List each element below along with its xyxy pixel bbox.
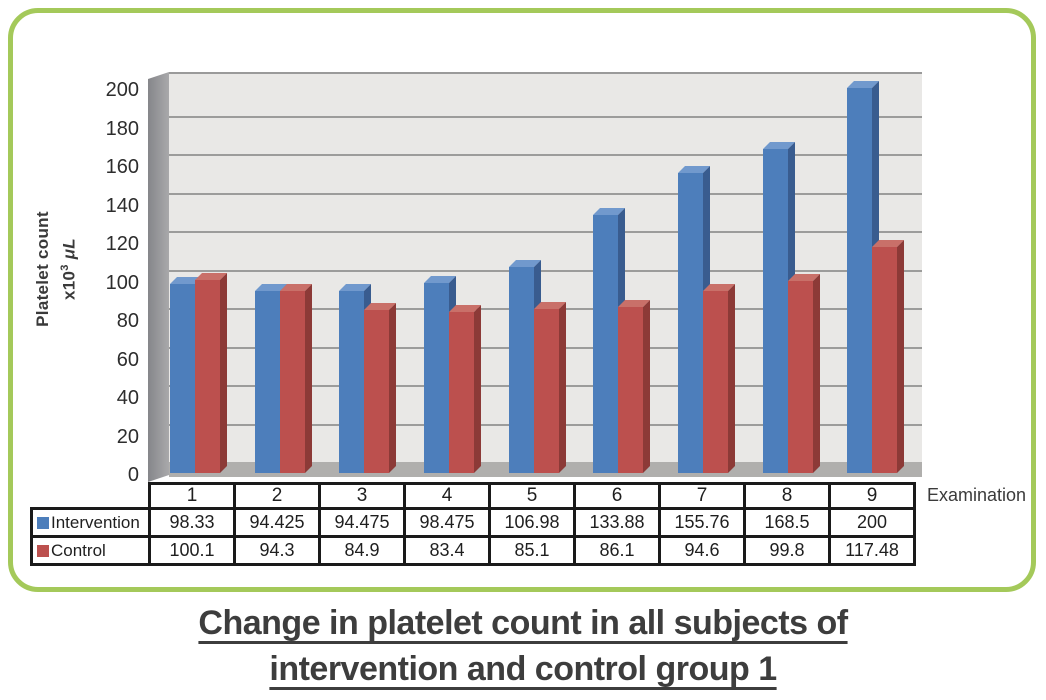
data-table: 1 2 3 4 5 6 7 8 9 Intervention 98.33 94.425 94.475 98… xyxy=(30,482,916,566)
value-cell: 94.6 xyxy=(658,535,746,566)
bar-intervention-2 xyxy=(254,284,287,473)
category-cell: 1 xyxy=(148,482,236,510)
value-cell: 94.475 xyxy=(318,507,406,538)
bar-side-face xyxy=(558,302,566,473)
bar-intervention-8 xyxy=(762,142,795,473)
caption-line-1: Change in platelet count in all subjects… xyxy=(198,604,848,642)
value-cell: 200 xyxy=(828,507,916,538)
category-cell: 8 xyxy=(743,482,831,510)
y-tick-label: 80 xyxy=(116,310,139,332)
y-tick-label: 160 xyxy=(105,156,139,178)
bar-control-6 xyxy=(618,300,651,473)
value-cell: 155.76 xyxy=(658,507,746,538)
value-cell: 133.88 xyxy=(573,507,661,538)
series-row-intervention: Intervention 98.33 94.425 94.475 98.475 106.9… xyxy=(30,507,916,538)
category-cell: 4 xyxy=(403,482,491,510)
category-cell: 9 xyxy=(828,482,916,510)
category-cell: 5 xyxy=(488,482,576,510)
bar-control-4 xyxy=(449,305,481,473)
y-tick-label: 20 xyxy=(116,425,139,448)
y-tick-label: 180 xyxy=(105,117,139,140)
bar-intervention-1 xyxy=(170,277,202,473)
bar-intervention-6 xyxy=(593,208,626,473)
bar-control-5 xyxy=(533,302,566,473)
gridline xyxy=(169,192,922,195)
gridline xyxy=(169,115,922,118)
bar-side-face xyxy=(220,273,227,473)
plot-area xyxy=(169,72,922,477)
value-cell: 117.48 xyxy=(828,535,916,566)
bars-layer xyxy=(169,74,922,477)
figure-caption: Change in platelet count in all subjects… xyxy=(0,600,1046,692)
chart-wall-3d xyxy=(148,72,169,482)
y-tick-label: 200 xyxy=(105,79,139,101)
value-cell: 86.1 xyxy=(573,535,661,566)
value-cell: 84.9 xyxy=(318,535,406,566)
bar-intervention-5 xyxy=(508,260,541,473)
value-cell: 94.425 xyxy=(233,507,321,538)
value-cell: 94.3 xyxy=(233,535,321,566)
bar-intervention-4 xyxy=(424,276,456,473)
y-axis-title-line1: Platelet count xyxy=(33,211,52,327)
bar-control-9 xyxy=(872,240,905,473)
series-label-cell: Intervention xyxy=(30,507,151,538)
value-cell: 85.1 xyxy=(488,535,576,566)
value-cell: 100.1 xyxy=(148,535,236,566)
value-cell: 106.98 xyxy=(488,507,576,538)
value-cell: 99.8 xyxy=(743,535,831,566)
gridline xyxy=(169,231,922,233)
value-cell: 168.5 xyxy=(743,507,831,538)
series-label-cell: Control xyxy=(30,535,151,566)
bar-intervention-9 xyxy=(847,81,880,473)
bar-side-face xyxy=(389,303,397,473)
category-cell: 2 xyxy=(233,482,321,510)
y-tick-label: 100 xyxy=(105,271,139,294)
bar-side-face xyxy=(474,305,481,473)
value-cell: 98.33 xyxy=(148,507,236,538)
legend-marker-control xyxy=(37,544,49,557)
bar-side-face xyxy=(304,284,312,473)
category-cell: 3 xyxy=(318,482,406,510)
y-tick-label: 0 xyxy=(127,464,139,486)
bar-side-face xyxy=(643,300,651,473)
bar-intervention-3 xyxy=(339,284,372,473)
category-cell: 7 xyxy=(658,482,746,510)
bar-control-8 xyxy=(787,274,820,473)
bar-control-2 xyxy=(279,284,312,473)
y-tick-label: 40 xyxy=(116,387,139,409)
series-row-control: Control 100.1 94.3 84.9 83.4 85.1 86.1 94.6 99.8… xyxy=(30,535,916,566)
bar-control-1 xyxy=(195,273,227,473)
bar-intervention-7 xyxy=(678,166,711,473)
gridline xyxy=(169,154,922,156)
bar-control-3 xyxy=(364,303,397,473)
chart-frame: Platelet count x103 μL 200 180 160 140 120 10… xyxy=(8,8,1036,592)
y-tick-label: 140 xyxy=(105,194,139,217)
bar-side-face xyxy=(897,240,905,473)
gridline xyxy=(169,269,922,272)
bar-side-face xyxy=(812,274,820,473)
value-cell: 98.475 xyxy=(403,507,491,538)
value-cell: 83.4 xyxy=(403,535,491,566)
x-axis-title: Examination xyxy=(927,485,1027,505)
y-tick-label: 60 xyxy=(116,348,139,371)
caption-line-2: intervention and control group 1 xyxy=(269,650,777,688)
bar-side-face xyxy=(728,284,736,473)
y-tick-label: 120 xyxy=(105,233,139,255)
bar-control-7 xyxy=(703,284,736,473)
category-cell: 6 xyxy=(573,482,661,510)
legend-marker-intervention xyxy=(37,516,49,529)
blank-cell xyxy=(32,484,150,509)
